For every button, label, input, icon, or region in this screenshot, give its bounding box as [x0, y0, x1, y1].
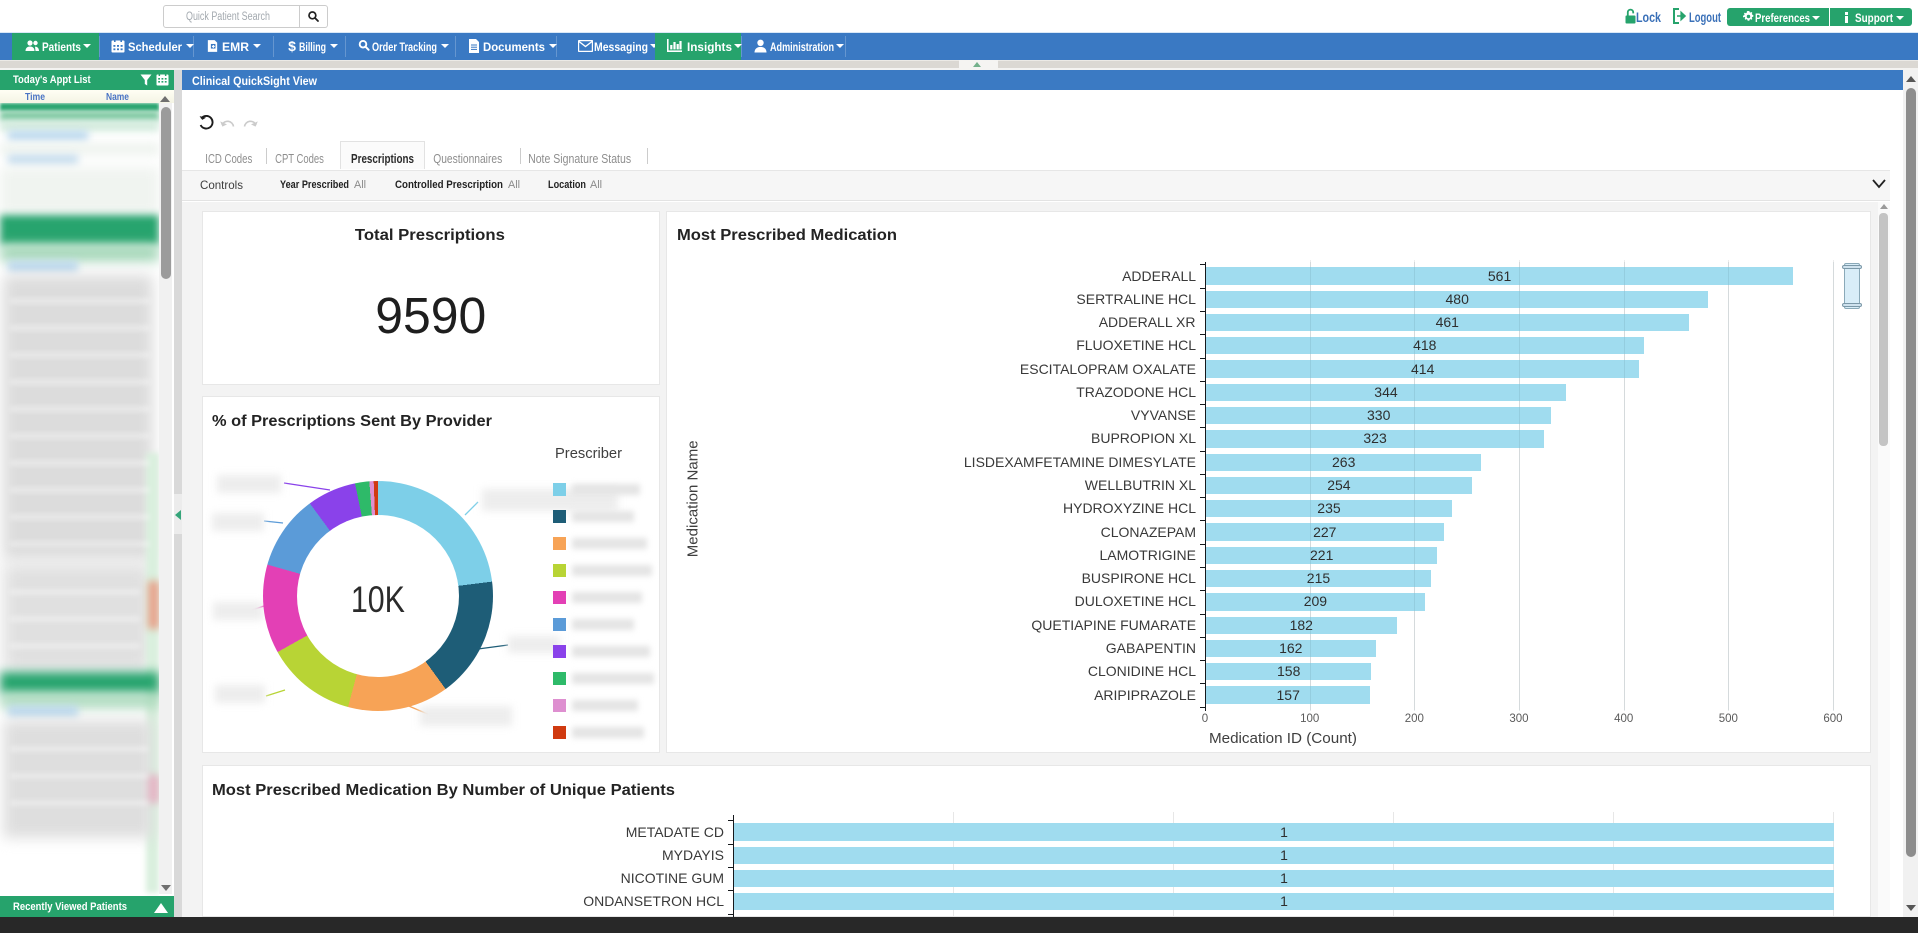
- svg-text:$: $: [288, 39, 296, 54]
